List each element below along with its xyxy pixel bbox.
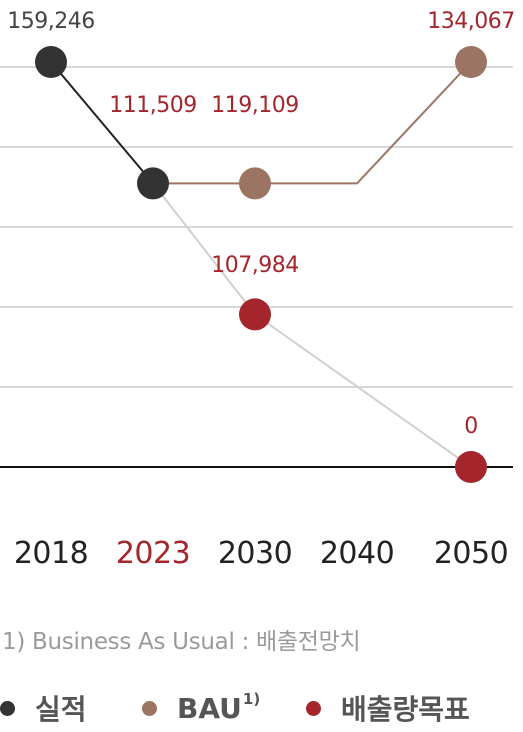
legend-label-bau-text: BAU (177, 691, 242, 725)
legend-label-target: 배출량목표 (341, 693, 470, 726)
x-tick-2030: 2030 (218, 536, 292, 571)
point-2030-bau-marker (239, 167, 271, 200)
point-2018-actual-marker (35, 46, 67, 78)
legend-dot-actual (0, 700, 15, 716)
legend-dot-bau (142, 700, 157, 716)
point-2030-bau-label: 119,109 (211, 93, 298, 118)
x-tick-2023: 2023 (116, 536, 190, 571)
point-2030-target-marker (239, 298, 271, 331)
legend-label-bau: BAU1) (177, 689, 261, 725)
series-line-0 (50, 61, 154, 185)
point-2050-bau-marker (455, 46, 487, 78)
footnote: 1) Business As Usual : 배출전망치 (2, 629, 361, 655)
point-2018-actual-label: 159,246 (7, 9, 94, 34)
point-2023-actual-marker (137, 167, 169, 200)
legend: 실적 BAU1) 배출량목표 (0, 684, 523, 732)
point-2050-target-marker (455, 451, 487, 483)
x-tick-2050: 2050 (434, 536, 508, 571)
x-tick-2018: 2018 (14, 536, 88, 571)
legend-dot-target (306, 700, 321, 716)
emissions-chart: 159,246 111,509 119,109 134,067 107,984 0 2018… (0, 9, 515, 571)
legend-item-target: 배출량목표 (306, 684, 470, 732)
point-2050-bau-label: 134,067 (427, 9, 514, 34)
legend-item-bau: BAU1) (142, 684, 260, 732)
point-2050-target-label: 0 (464, 414, 478, 439)
series-line-2 (152, 182, 472, 468)
point-2023-actual-label: 111,509 (109, 93, 196, 118)
x-tick-2040: 2040 (320, 536, 394, 571)
series-line-1 (153, 61, 472, 185)
legend-item-actual: 실적 (0, 684, 87, 732)
legend-label-bau-sup: 1) (242, 689, 261, 708)
point-2030-target-label: 107,984 (211, 253, 298, 278)
legend-label-actual: 실적 (35, 693, 87, 726)
